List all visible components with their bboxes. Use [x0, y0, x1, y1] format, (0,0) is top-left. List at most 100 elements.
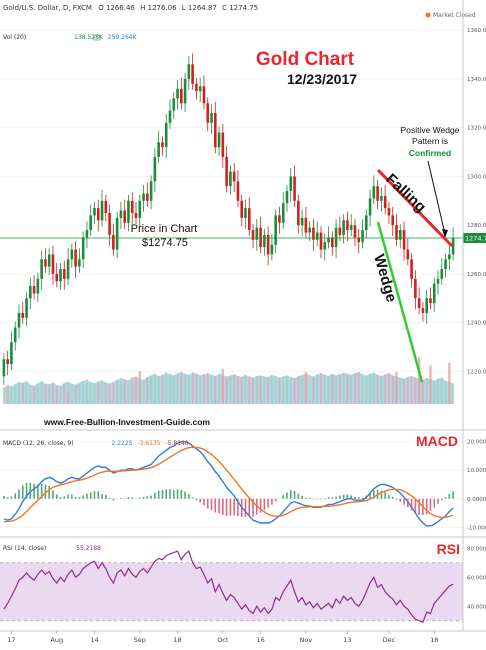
macd-hist-bar [267, 498, 269, 508]
macd-hist-bar [335, 496, 337, 499]
volume-bar [410, 375, 413, 404]
chart-date: 12/23/2017 [287, 71, 357, 87]
volume-bar [2, 387, 5, 404]
volume-bar [270, 374, 273, 404]
volume-bar [146, 377, 149, 404]
volume-layer [2, 357, 455, 404]
candle-body [191, 64, 194, 84]
candle-body [142, 193, 145, 201]
volume-bar [17, 382, 20, 404]
macd-histogram [3, 482, 454, 518]
wedge-trendline [376, 221, 424, 383]
macd-hist-bar [233, 498, 235, 516]
volume-bar [89, 382, 92, 404]
candle-body [66, 259, 70, 279]
macd-hist-bar [384, 492, 386, 499]
pattern-line2: Pattern is [412, 136, 448, 146]
candle-body [289, 176, 293, 192]
candle-body [274, 215, 277, 245]
volume-bar [225, 376, 228, 404]
pattern-arrow [427, 160, 446, 235]
volume-bar [210, 374, 213, 404]
candle-body [202, 86, 206, 104]
candle-body [229, 171, 232, 187]
candle-body [51, 254, 55, 274]
candle-body [255, 227, 259, 240]
macd-hist-bar [82, 495, 84, 499]
volume-bar [338, 374, 341, 404]
candle-body [123, 210, 126, 223]
volume-bar [361, 374, 364, 404]
macd-hist-bar [101, 493, 103, 499]
volume-bar [6, 385, 9, 404]
macd-line [3, 441, 454, 527]
candle-body [368, 198, 372, 216]
volume-bar [55, 385, 58, 404]
volume-bar [135, 376, 138, 404]
candle-body [312, 227, 315, 240]
volume-bar [70, 383, 73, 404]
candle-body [198, 86, 202, 92]
price-tick-label: 1240.00 [467, 321, 486, 327]
macd-hist-bar [350, 495, 352, 499]
candle-body [270, 244, 274, 255]
macd-hist-bar [305, 497, 307, 499]
macd-hist-bar [97, 491, 100, 499]
time-axis: 17 Aug 14 Sep 18 Oct 16 Nov 13 Dec 18 [0, 630, 486, 644]
candle-body [40, 259, 43, 279]
candle-body [55, 273, 59, 282]
candle-body [357, 237, 361, 243]
macd-hist-bar [440, 498, 443, 501]
macd-hist-bar [206, 498, 209, 509]
rsi-band [0, 562, 463, 621]
volume-bar [97, 381, 100, 404]
volume-bar [36, 383, 39, 404]
candle-body [2, 359, 6, 377]
candle-body [444, 259, 447, 270]
volume-bar [414, 377, 417, 404]
volume-bar [342, 372, 345, 404]
macd-hist-bar [37, 484, 39, 499]
candle-body [172, 98, 176, 111]
macd-title: MACD [416, 433, 458, 449]
time-tick-label: Aug [50, 636, 63, 644]
volume-bar [153, 373, 156, 404]
macd-header: MACD (12, 26, close, 9) 2.2225 -3.6135 -… [3, 440, 189, 447]
volume-bar [104, 382, 107, 404]
price-tag-text: 1274.75 [465, 234, 486, 242]
candle-body [383, 195, 387, 209]
candle-body [293, 176, 296, 201]
candle-body [180, 88, 183, 104]
macd-hist-bar [316, 498, 319, 500]
candle-body [278, 215, 281, 223]
volume-bar [369, 373, 372, 404]
candle-body [93, 208, 96, 216]
volume-bar [206, 373, 209, 404]
volume-bar [233, 374, 236, 404]
candle-body [334, 227, 338, 248]
macd-hist-bar [78, 497, 81, 499]
candle-body [119, 210, 123, 218]
volume-bar [127, 380, 130, 404]
macd-hist-bar [55, 494, 58, 499]
price-tick-label: 1220.00 [467, 369, 486, 375]
candle-body [44, 259, 47, 267]
candle-layer [2, 53, 455, 385]
macd-hist-bar [395, 498, 398, 500]
price-panel: 1220.00 1240.00 1260.00 1280.00 1300.00 1320.… [0, 4, 486, 427]
volume-bar [229, 375, 232, 404]
candle-body [21, 312, 25, 318]
macd-hist-bar [222, 498, 224, 515]
macd-hist-bar [199, 498, 201, 503]
macd-hist-bar [354, 497, 356, 499]
macd-hist-bar [244, 498, 247, 517]
volume-bar [93, 383, 96, 404]
macd-axis: 20.0000 10.0000 0.0000 -10.0000 [467, 440, 486, 532]
macd-hist-bar [252, 498, 254, 517]
price-tick-label: 1300.00 [467, 174, 486, 180]
candle-body [315, 232, 319, 240]
candle-body [364, 215, 368, 231]
volume-bar [357, 372, 360, 404]
candle-body [319, 232, 323, 250]
header-toolbar-icons[interactable] [93, 34, 101, 41]
